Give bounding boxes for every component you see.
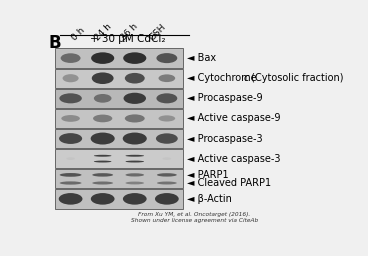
Text: c: c bbox=[244, 73, 249, 83]
Ellipse shape bbox=[157, 182, 177, 185]
Text: ◄ Bax: ◄ Bax bbox=[187, 53, 216, 63]
Text: ◄ Active caspase-9: ◄ Active caspase-9 bbox=[187, 113, 281, 123]
Bar bbox=[54, 89, 183, 108]
Ellipse shape bbox=[59, 133, 82, 144]
Ellipse shape bbox=[156, 53, 177, 63]
Bar bbox=[54, 189, 183, 209]
Text: ◄ PARP1: ◄ PARP1 bbox=[187, 170, 229, 180]
Ellipse shape bbox=[63, 74, 79, 82]
Ellipse shape bbox=[94, 155, 112, 157]
Ellipse shape bbox=[125, 182, 144, 184]
Ellipse shape bbox=[124, 93, 146, 104]
Ellipse shape bbox=[163, 157, 171, 160]
Bar bbox=[54, 169, 183, 188]
Ellipse shape bbox=[156, 93, 177, 103]
Text: ◄ Cleaved PARP1: ◄ Cleaved PARP1 bbox=[187, 178, 271, 188]
Ellipse shape bbox=[157, 173, 177, 177]
Ellipse shape bbox=[66, 157, 75, 160]
Ellipse shape bbox=[94, 94, 112, 103]
Ellipse shape bbox=[125, 173, 144, 177]
Text: 36 h: 36 h bbox=[119, 22, 139, 42]
Ellipse shape bbox=[60, 173, 81, 177]
Bar bbox=[54, 149, 183, 168]
Ellipse shape bbox=[92, 72, 114, 84]
Ellipse shape bbox=[92, 173, 113, 177]
Bar bbox=[54, 69, 183, 88]
Ellipse shape bbox=[60, 182, 81, 185]
Ellipse shape bbox=[61, 53, 81, 63]
Ellipse shape bbox=[59, 193, 82, 205]
Ellipse shape bbox=[59, 93, 82, 103]
Ellipse shape bbox=[125, 155, 144, 157]
Text: ◄ Active caspase-3: ◄ Active caspase-3 bbox=[187, 154, 281, 164]
Ellipse shape bbox=[91, 133, 115, 145]
Ellipse shape bbox=[91, 52, 114, 64]
Bar bbox=[54, 129, 183, 148]
Ellipse shape bbox=[125, 161, 144, 163]
Ellipse shape bbox=[123, 133, 147, 145]
Text: ◄ β-Actin: ◄ β-Actin bbox=[187, 194, 232, 204]
Ellipse shape bbox=[61, 115, 80, 122]
Text: ◄ Cytochrome: ◄ Cytochrome bbox=[187, 73, 263, 83]
Bar bbox=[54, 48, 183, 68]
Text: ◄ Procaspase-3: ◄ Procaspase-3 bbox=[187, 134, 263, 144]
Ellipse shape bbox=[155, 193, 179, 205]
Text: + 30 μM CdCl₂: + 30 μM CdCl₂ bbox=[89, 34, 165, 44]
Text: 24 h: 24 h bbox=[93, 22, 113, 42]
Ellipse shape bbox=[123, 193, 146, 205]
Ellipse shape bbox=[91, 193, 114, 205]
Ellipse shape bbox=[125, 114, 145, 122]
Ellipse shape bbox=[125, 73, 145, 83]
Ellipse shape bbox=[159, 115, 175, 122]
Text: From Xu YM, et al. Oncotarget (2016).
Shown under license agreement via CiteAb: From Xu YM, et al. Oncotarget (2016). Sh… bbox=[131, 212, 258, 223]
Ellipse shape bbox=[123, 52, 146, 64]
Ellipse shape bbox=[92, 182, 113, 185]
Ellipse shape bbox=[159, 74, 175, 82]
Text: 0 h: 0 h bbox=[70, 26, 87, 42]
Bar bbox=[54, 109, 183, 128]
Text: (Cytosolic fraction): (Cytosolic fraction) bbox=[248, 73, 343, 83]
Text: ◄ Procaspase-9: ◄ Procaspase-9 bbox=[187, 93, 263, 103]
Ellipse shape bbox=[93, 115, 112, 122]
Ellipse shape bbox=[156, 133, 178, 144]
Ellipse shape bbox=[94, 161, 112, 163]
Text: GSH: GSH bbox=[147, 22, 167, 42]
Text: B: B bbox=[49, 34, 61, 52]
